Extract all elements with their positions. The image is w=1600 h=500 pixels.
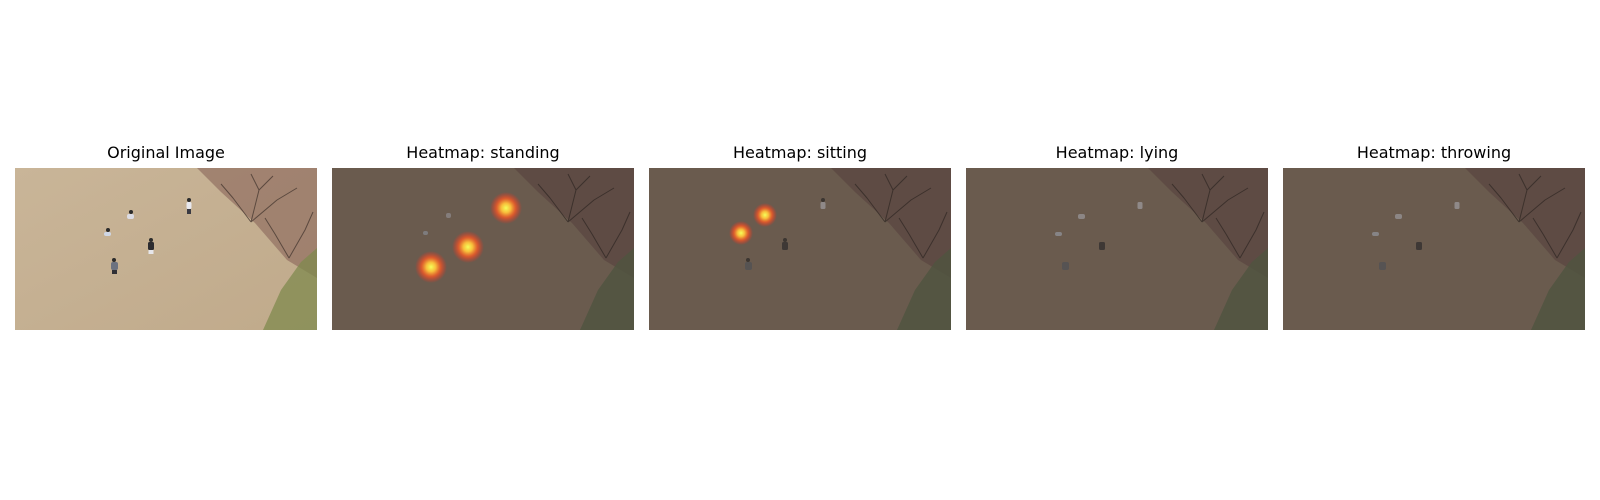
- person-lower-left: [111, 258, 118, 274]
- person-left: [104, 228, 111, 236]
- panel-title: Heatmap: throwing: [1356, 143, 1512, 162]
- people: [104, 198, 192, 274]
- person-center-left: [127, 210, 134, 219]
- hotspot-person-upper-right: [490, 192, 522, 224]
- heatmap-throwing: [1283, 168, 1585, 330]
- heatmap-lying: [966, 168, 1268, 330]
- panel-title: Original Image: [107, 143, 225, 162]
- panel-sitting: Heatmap: sitting: [649, 141, 951, 330]
- panel-original: Original Image: [15, 141, 317, 330]
- heatmap-standing: [332, 168, 634, 330]
- panel-standing: Heatmap: standing: [332, 141, 634, 330]
- person-upper-right: [186, 198, 192, 214]
- panel-throwing: Heatmap: throwing: [1283, 141, 1585, 330]
- panel-title: Heatmap: sitting: [732, 143, 868, 162]
- hotspot-person-center-left: [753, 203, 777, 227]
- tree-area: [197, 168, 317, 278]
- hotspot-person-lower-left: [415, 251, 447, 283]
- panel-lying: Heatmap: lying: [966, 141, 1268, 330]
- person-center: [148, 238, 154, 254]
- hotspot-person-left: [729, 221, 753, 245]
- original-image: [15, 168, 317, 330]
- grass-patch: [263, 248, 317, 330]
- panel-title: Heatmap: lying: [1055, 143, 1179, 162]
- panel-title: Heatmap: standing: [406, 143, 560, 162]
- heatmap-sitting: [649, 168, 951, 330]
- hotspot-person-center: [452, 231, 484, 263]
